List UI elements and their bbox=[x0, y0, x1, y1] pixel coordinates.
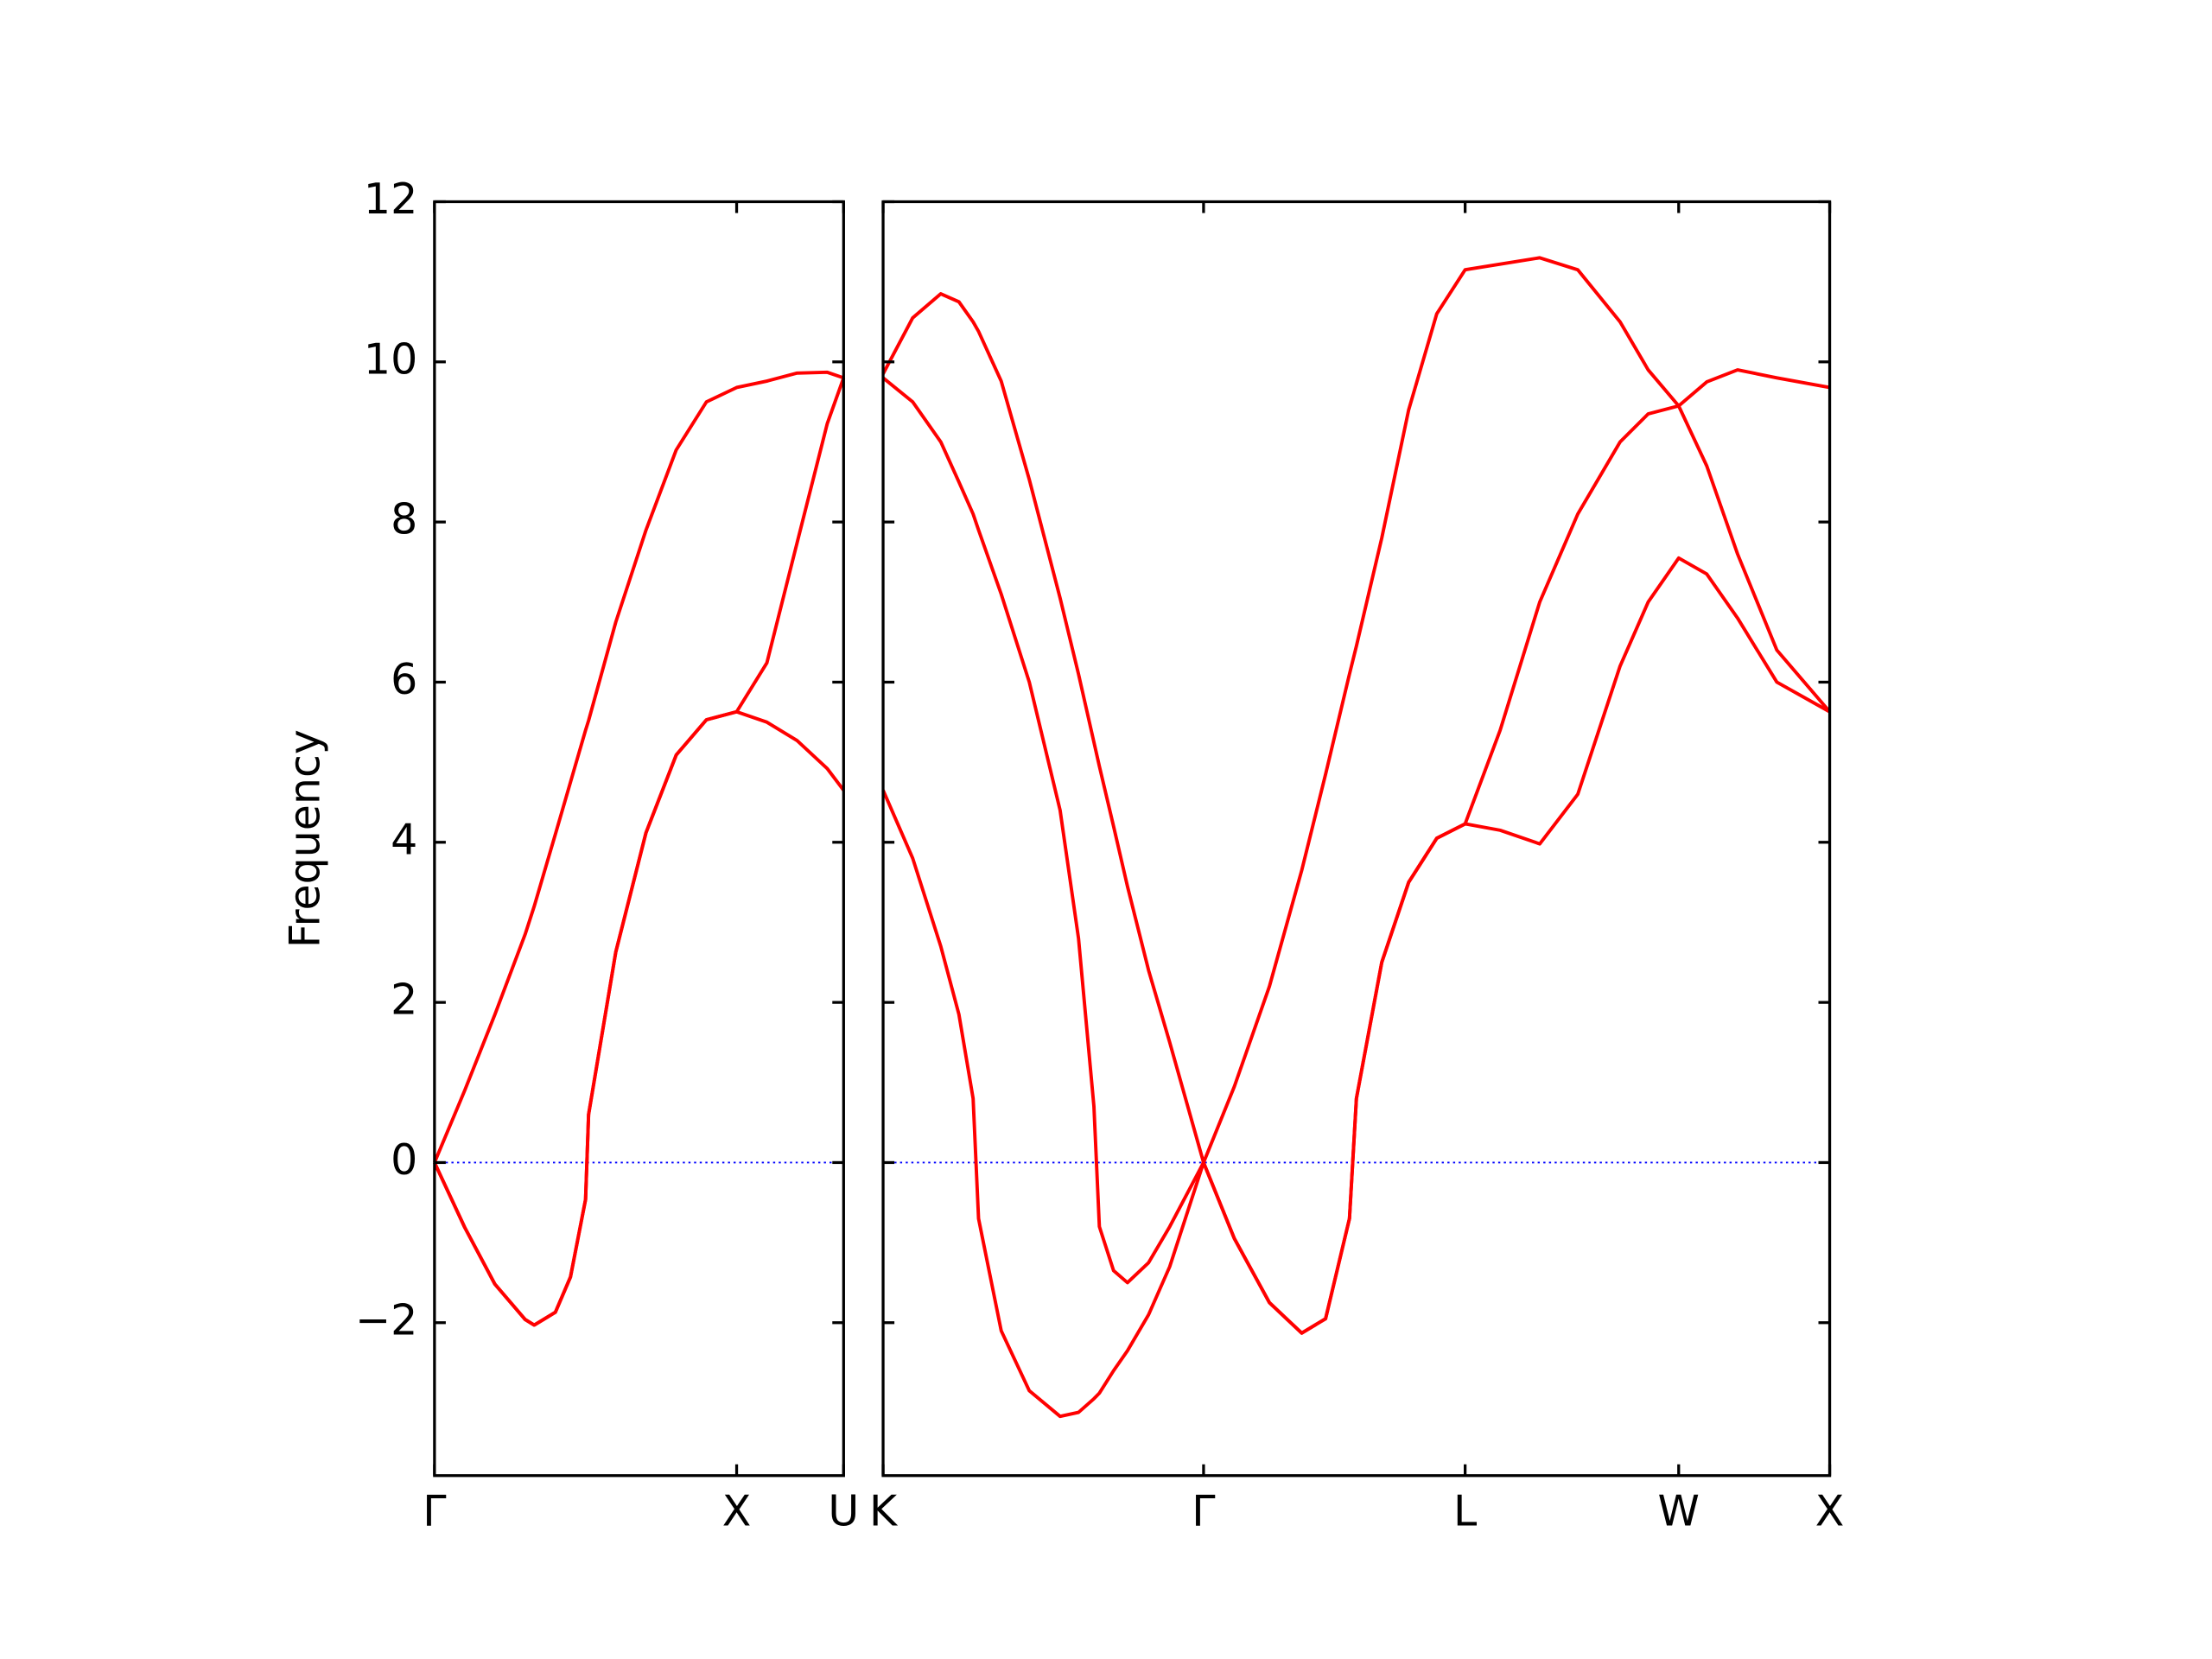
x-tick-label: K bbox=[869, 1486, 899, 1535]
y-tick-label: 10 bbox=[364, 334, 417, 384]
y-axis-label: Frequency bbox=[280, 729, 329, 948]
y-tick-label: 2 bbox=[391, 976, 417, 1025]
x-tick-label: Γ bbox=[1192, 1486, 1216, 1535]
y-tick-label: 12 bbox=[364, 175, 417, 224]
band-line bbox=[881, 256, 1830, 1165]
x-tick-label: X bbox=[1815, 1486, 1845, 1535]
x-tick-label: U bbox=[828, 1486, 859, 1535]
band-line bbox=[881, 376, 1832, 1335]
y-tick-label: 6 bbox=[391, 655, 417, 704]
x-tick-label: L bbox=[1453, 1486, 1478, 1535]
axes-frame bbox=[881, 200, 1832, 1478]
band-line bbox=[881, 556, 1831, 1419]
axes-frame bbox=[433, 200, 845, 1478]
y-tick-label: −2 bbox=[355, 1295, 417, 1344]
x-tick-label: X bbox=[722, 1486, 752, 1535]
y-tick-label: 4 bbox=[391, 815, 417, 864]
y-tick-label: 0 bbox=[391, 1135, 417, 1185]
x-tick-label: Γ bbox=[423, 1486, 447, 1535]
band-line bbox=[433, 377, 846, 1327]
band-line bbox=[433, 370, 844, 1164]
y-tick-label: 8 bbox=[391, 495, 417, 544]
x-tick-label: W bbox=[1658, 1486, 1700, 1535]
band-line bbox=[433, 709, 845, 1327]
